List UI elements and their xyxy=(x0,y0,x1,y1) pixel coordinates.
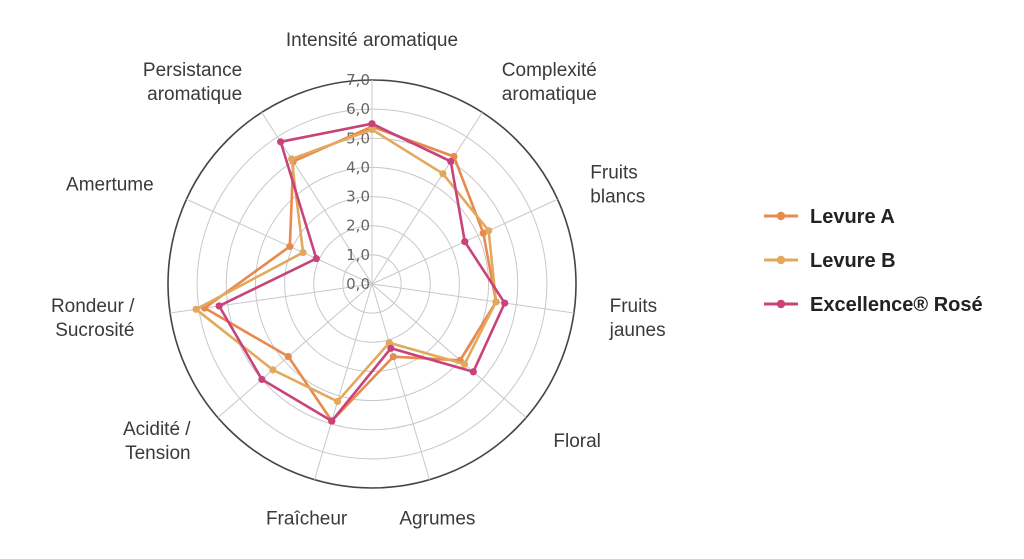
tick-label: 7,0 xyxy=(346,71,370,89)
data-point xyxy=(215,302,223,310)
axis-label-line: Persistance xyxy=(143,60,242,81)
data-point xyxy=(439,170,447,178)
legend-label: Levure B xyxy=(810,250,896,272)
data-point xyxy=(368,120,376,128)
grid-spoke xyxy=(371,112,483,285)
legend: Levure A Levure B Excellence® Rosé xyxy=(764,206,983,316)
axis-label-line: Fruits xyxy=(590,162,638,183)
data-point xyxy=(299,248,307,257)
axis-labels: Intensité aromatique Complexité aromatique… xyxy=(51,30,666,530)
axis-label-line: Rondeur / xyxy=(51,296,135,317)
axis-label-line: Fruits xyxy=(610,296,658,317)
grid-spoke xyxy=(217,283,373,418)
data-point xyxy=(328,417,336,425)
axis-label-line: Acidité / xyxy=(123,419,191,440)
grid-spoke xyxy=(371,283,574,314)
grid-spoke xyxy=(314,283,373,480)
tick-label: 6,0 xyxy=(346,100,370,118)
data-point xyxy=(447,157,455,166)
data-point xyxy=(333,397,342,406)
tick-label: 0,0 xyxy=(346,275,370,293)
axis-label-line: Amertume xyxy=(66,174,154,195)
grid-spoke xyxy=(371,283,430,480)
legend-swatch-marker xyxy=(776,211,786,221)
data-point xyxy=(385,339,393,347)
data-point xyxy=(288,155,296,163)
tick-label: 1,0 xyxy=(346,246,370,264)
axis-label-line: Tension xyxy=(125,443,191,464)
radar-grid xyxy=(167,79,577,489)
axis-label: Fraîcheur xyxy=(266,509,348,530)
data-point xyxy=(460,360,469,368)
axis-label: Persistance aromatique xyxy=(143,60,242,105)
series-layer xyxy=(192,120,509,425)
axis-label: Floral xyxy=(553,431,601,452)
data-point xyxy=(389,353,397,361)
legend-swatch-marker xyxy=(776,299,786,309)
data-point xyxy=(258,375,266,384)
data-point xyxy=(286,242,294,251)
axis-label: Fruits blancs xyxy=(590,162,645,207)
axis-label-line: aromatique xyxy=(147,84,242,105)
axis-label-line: Floral xyxy=(553,431,601,452)
axis-label-line: Intensité aromatique xyxy=(286,30,458,51)
series-line xyxy=(203,125,498,423)
axis-label: Rondeur / Sucrosité xyxy=(51,296,135,341)
legend-swatch-marker xyxy=(776,255,786,265)
legend-label: Levure A xyxy=(810,206,895,228)
data-point xyxy=(312,254,320,263)
axis-label-line: Sucrosité xyxy=(55,320,134,341)
axis-label: Complexité aromatique xyxy=(502,60,597,105)
axis-label: Acidité / Tension xyxy=(123,419,191,464)
axis-label-line: Fraîcheur xyxy=(266,509,348,530)
data-point xyxy=(501,299,509,307)
axis-label: Intensité aromatique xyxy=(286,30,458,51)
axis-label-line: Agrumes xyxy=(399,509,475,530)
data-point xyxy=(485,227,493,235)
series-line xyxy=(194,128,498,403)
axis-label: Fruits jaunes xyxy=(609,296,666,341)
grid-spoke xyxy=(186,198,373,285)
grid-spoke xyxy=(170,283,373,314)
data-point xyxy=(368,125,376,134)
tick-label: 4,0 xyxy=(346,158,370,176)
radial-tick-labels: 0,01,02,03,04,05,06,07,0 xyxy=(346,71,370,293)
data-point xyxy=(461,238,469,246)
data-point xyxy=(284,352,292,361)
data-point xyxy=(269,366,277,374)
axis-label-line: jaunes xyxy=(609,320,666,341)
tick-label: 2,0 xyxy=(346,217,370,235)
data-point xyxy=(387,344,395,352)
axis-label: Agrumes xyxy=(399,509,475,530)
axis-label-line: aromatique xyxy=(502,84,597,105)
data-point xyxy=(277,138,285,146)
series-line xyxy=(217,122,506,423)
data-point xyxy=(469,368,477,376)
axis-label: Amertume xyxy=(66,174,154,195)
legend-label: Excellence® Rosé xyxy=(810,294,983,316)
data-point xyxy=(492,298,500,306)
tick-label: 3,0 xyxy=(346,188,370,206)
axis-label-line: Complexité xyxy=(502,60,597,81)
axis-label-line: blancs xyxy=(590,186,645,207)
data-point xyxy=(192,305,200,313)
grid-spoke xyxy=(371,283,527,418)
